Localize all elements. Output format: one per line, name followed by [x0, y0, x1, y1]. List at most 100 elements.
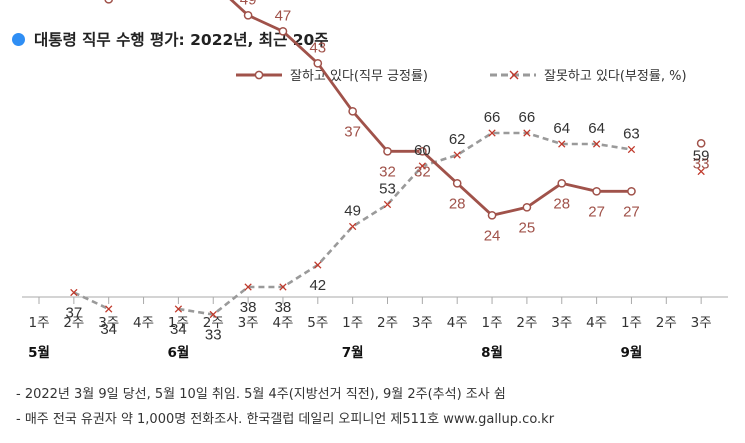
positive-value-label: 32: [379, 163, 396, 180]
negative-point: [244, 283, 252, 291]
positive-point: [696, 138, 706, 148]
x-tick-label: 2주: [377, 315, 398, 331]
negative-value-label: 66: [484, 109, 501, 126]
x-tick-label: 3주: [238, 315, 259, 331]
negative-value-label: 37: [66, 305, 83, 322]
negative-value-label: 42: [309, 277, 326, 294]
x-tick-label: 5주: [307, 315, 328, 331]
positive-point: [522, 202, 532, 212]
footnote-1: - 2022년 3월 9일 당선, 5월 10일 취임. 5월 4주(지방선거 …: [16, 387, 506, 402]
negative-point: [105, 305, 113, 313]
negative-point: [174, 305, 183, 313]
negative-point: [523, 129, 531, 137]
positive-point: [278, 26, 288, 36]
positive-value-label: 37: [344, 123, 361, 140]
negative-value-label: 62: [449, 131, 466, 148]
positive-point: [627, 186, 636, 196]
x-tick-label: 2주: [516, 315, 537, 331]
x-tick-label: 4주: [447, 315, 468, 331]
negative-value-label: 34: [170, 321, 187, 338]
negative-point: [279, 283, 287, 291]
positive-point: [557, 178, 567, 188]
negative-value-label: 38: [275, 299, 292, 316]
negative-point: [348, 222, 357, 231]
negative-value-label: 38: [240, 299, 257, 316]
series-negative: [70, 129, 705, 319]
chart-title-text: 대통령 직무 수행 평가: 2022년, 최근 20주: [34, 31, 329, 49]
positive-point: [487, 210, 497, 220]
positive-value-label: 28: [449, 195, 466, 212]
negative-point: [627, 145, 636, 154]
negative-value-label: 34: [100, 321, 117, 338]
positive-value-label: 33: [693, 155, 710, 172]
month-label: 5월: [28, 344, 50, 361]
negative-point: [314, 261, 322, 269]
legend-positive-marker: [254, 70, 264, 80]
negative-value-label: 60: [414, 142, 431, 159]
positive-value-label: 27: [588, 203, 605, 220]
positive-point: [104, 0, 113, 4]
negative-point: [209, 310, 217, 319]
negative-point: [488, 129, 496, 137]
negative-point: [697, 167, 705, 176]
legend-positive-label: 잘하고 있다(직무 긍정률): [290, 69, 428, 84]
x-tick-label: 2주: [656, 315, 677, 331]
x-tick-label: 1주: [168, 315, 189, 331]
x-axis-ticks: 1주 2주 3주 4주 1주 2주 3주 4주 5주 1주 2주 3주 4주 1주 2주 3주 4주 1주 2주 3주…: [28, 297, 712, 361]
positive-value-label: 24: [484, 227, 501, 244]
negative-value-label: 64: [588, 120, 605, 137]
month-label: 9월: [621, 344, 643, 361]
x-tick-label: 3주: [551, 315, 572, 331]
negative-value-label: 64: [553, 120, 570, 137]
positive-point: [313, 58, 323, 68]
x-tick-label: 2주: [203, 315, 224, 331]
negative-value-label: 66: [519, 109, 536, 126]
series-positive-line: [229, 0, 632, 217]
negative-value-label: 53: [379, 181, 396, 198]
x-tick-label: 4주: [133, 315, 154, 331]
negative-value-label: 33: [205, 327, 222, 344]
legend-negative-label: 잘못하고 있다(부정률, %): [544, 69, 687, 84]
month-label: 7월: [342, 344, 364, 361]
positive-value-label: 47: [275, 7, 292, 24]
x-tick-label: 1주: [482, 315, 503, 331]
positive-point: [592, 186, 601, 196]
positive-point: [418, 146, 427, 156]
x-tick-label: 4주: [586, 315, 607, 331]
footnote-2: - 매주 전국 유권자 약 1,000명 전화조사. 한국갤럽 데일리 오피니언…: [16, 412, 555, 427]
negative-point: [453, 151, 461, 159]
negative-point: [558, 140, 566, 148]
title-bullet-icon: [12, 32, 25, 46]
x-tick-label: 2주: [63, 315, 84, 331]
chart-title: 대통령 직무 수행 평가: 2022년, 최근 20주: [12, 28, 329, 50]
positive-point: [348, 106, 357, 116]
x-tick-label: 3주: [412, 315, 433, 331]
positive-value-label: 43: [309, 39, 326, 56]
negative-point: [592, 140, 601, 148]
negative-point: [70, 288, 78, 297]
negative-value-label: 59: [693, 148, 710, 165]
month-label: 6월: [167, 344, 189, 361]
legend: 잘하고 있다(직무 긍정률) 잘못하고 있다(부정률, %): [236, 69, 687, 84]
x-tick-label: 1주: [621, 315, 642, 331]
series-positive: [104, 0, 706, 220]
positive-value-label: 28: [553, 195, 570, 212]
series-negative-line: [73, 291, 110, 311]
positive-point: [243, 10, 253, 20]
negative-point: [383, 200, 392, 209]
month-label: 8월: [481, 344, 503, 361]
data-labels: 5251535349474337323228242528272733373434…: [66, 0, 710, 344]
positive-value-label: 32: [414, 163, 431, 180]
x-tick-label: 3주: [98, 315, 119, 331]
x-tick-label: 3주: [691, 315, 712, 331]
legend-negative-marker: [509, 70, 519, 80]
positive-value-label: 25: [519, 219, 536, 236]
positive-point: [452, 178, 462, 188]
positive-value-label: 49: [240, 0, 257, 8]
positive-value-label: 27: [623, 203, 640, 220]
negative-point: [418, 162, 427, 170]
positive-point: [383, 146, 392, 156]
x-tick-label: 1주: [28, 315, 49, 331]
